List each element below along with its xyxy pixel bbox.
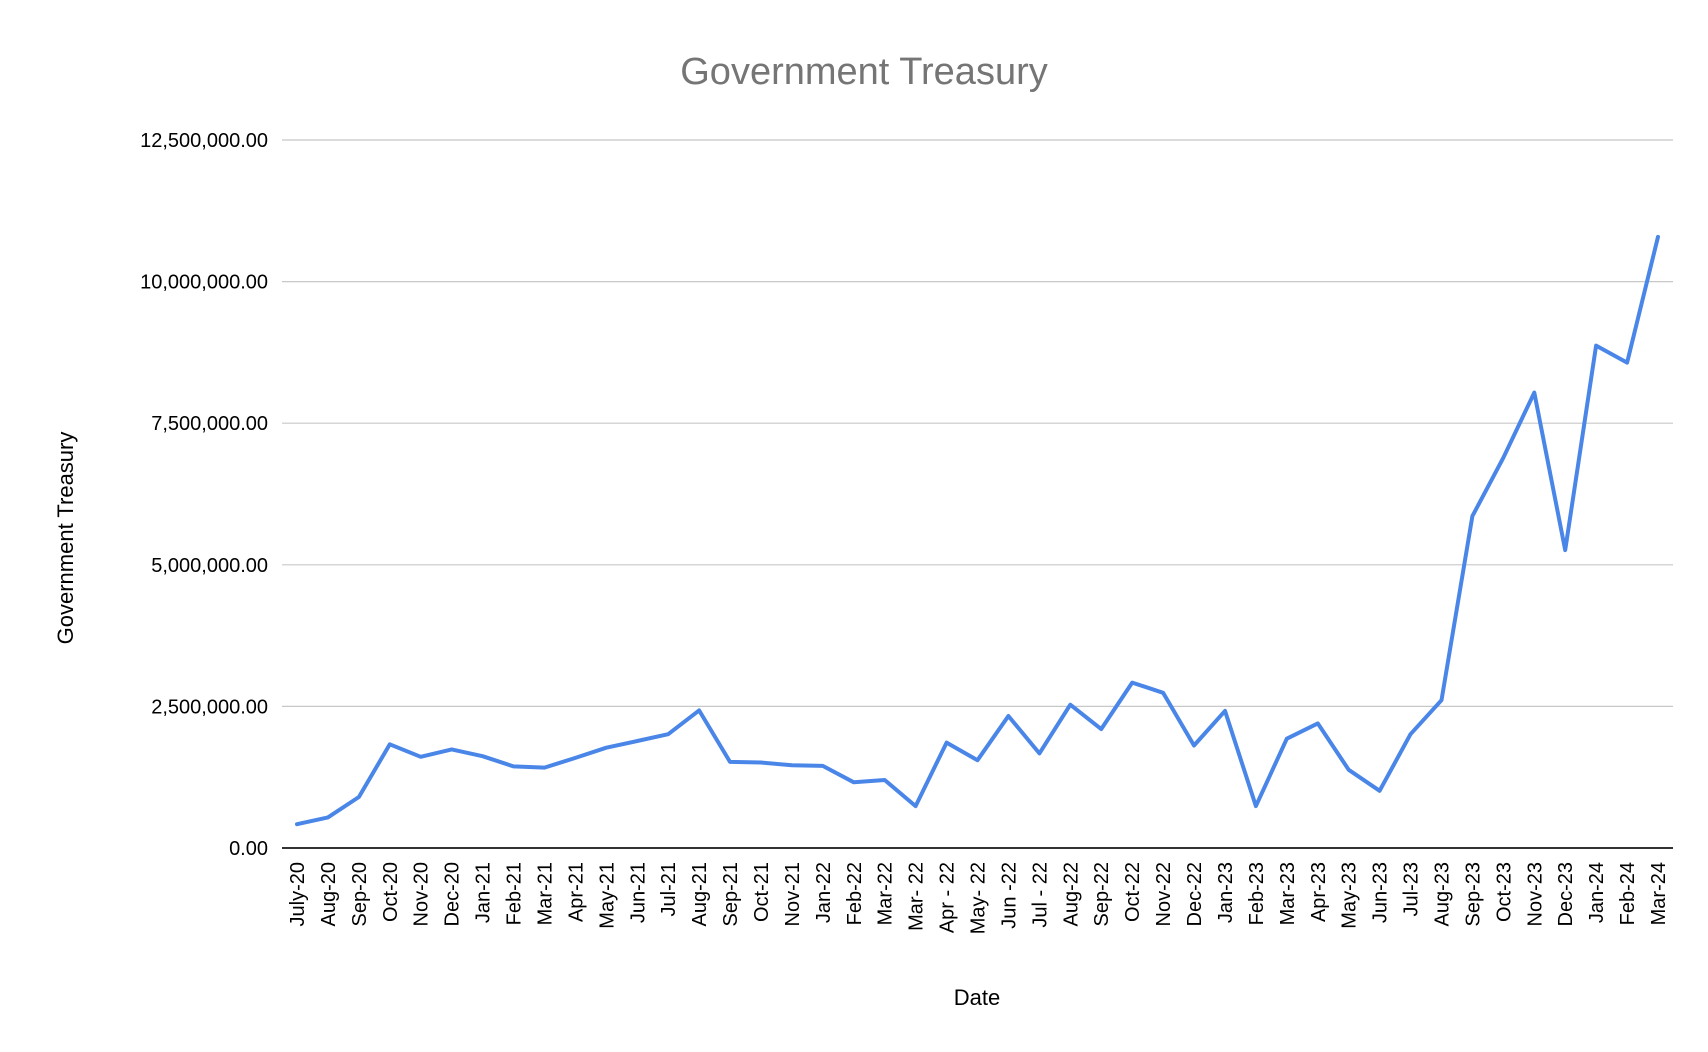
x-tick-label: Jun -22 xyxy=(998,862,1020,929)
y-tick-labels: 0.00 2,500,000.00 5,000,000.00 7,500,000.00… xyxy=(140,130,268,860)
x-tick-label: Oct-23 xyxy=(1493,862,1515,922)
x-tick-label: Nov-22 xyxy=(1153,862,1175,926)
x-tick-label: Jan-21 xyxy=(473,862,495,923)
x-tick-label: Jun-23 xyxy=(1370,862,1392,923)
x-tick-label: Feb-21 xyxy=(504,862,526,925)
x-tick-label: Jul - 22 xyxy=(1029,862,1051,928)
x-tick-label: Feb-22 xyxy=(844,862,866,925)
x-tick-label: Aug-22 xyxy=(1060,862,1082,927)
y-tick-label: 5,000,000.00 xyxy=(151,555,268,577)
y-tick-label: 10,000,000.00 xyxy=(140,272,268,294)
x-tick-label: Sep-22 xyxy=(1091,862,1113,927)
x-tick-label: Nov-23 xyxy=(1524,862,1546,926)
x-tick-label: Sep-20 xyxy=(349,862,371,927)
x-tick-label: Jan-23 xyxy=(1215,862,1237,923)
series-group xyxy=(295,234,1660,827)
x-tick-label: May- 22 xyxy=(968,862,990,934)
x-tick-label: Oct-20 xyxy=(380,862,402,922)
x-tick-label: Mar-24 xyxy=(1648,862,1670,925)
x-tick-label: Mar- 22 xyxy=(906,862,928,931)
x-tick-label: Aug-23 xyxy=(1431,862,1453,927)
y-axis-title: Government Treasury xyxy=(53,432,78,645)
x-tick-label: Apr-23 xyxy=(1308,862,1330,922)
x-tick-label: Sep-21 xyxy=(720,862,742,927)
x-tick-label: Mar-22 xyxy=(875,862,897,925)
y-tick-label: 0.00 xyxy=(229,838,268,860)
gridlines xyxy=(282,139,1673,708)
x-tick-label: Nov-20 xyxy=(411,862,433,926)
x-tick-label: May-23 xyxy=(1339,862,1361,929)
x-tick-label: Jun-21 xyxy=(627,862,649,923)
x-tick-label: Aug-21 xyxy=(689,862,711,927)
x-tick-label: Dec-23 xyxy=(1555,862,1577,926)
x-tick-labels: July-20 Aug-20 Sep-20 Oct-20 Nov-20 Dec-20 Jan… xyxy=(287,862,1670,934)
x-tick-label: Oct-22 xyxy=(1122,862,1144,922)
x-tick-label: Nov-21 xyxy=(782,862,804,926)
x-tick-label: Dec-22 xyxy=(1184,862,1206,926)
x-tick-label: Aug-20 xyxy=(318,862,340,927)
x-tick-label: Mar-21 xyxy=(534,862,556,925)
x-tick-label: Jan-22 xyxy=(813,862,835,923)
x-tick-label: Apr - 22 xyxy=(937,862,959,933)
x-tick-label: Jul-23 xyxy=(1401,862,1423,916)
x-tick-label: July-20 xyxy=(287,862,309,926)
y-tick-label: 2,500,000.00 xyxy=(151,696,268,718)
x-tick-label: Jul-21 xyxy=(658,862,680,916)
x-tick-label: Apr-21 xyxy=(565,862,587,922)
y-tick-label: 12,500,000.00 xyxy=(140,130,268,152)
x-tick-label: Jan-24 xyxy=(1586,862,1608,923)
x-tick-label: Oct-21 xyxy=(751,862,773,922)
chart-title: Government Treasury xyxy=(680,51,1047,93)
x-tick-label: Sep-23 xyxy=(1462,862,1484,927)
x-axis-title: Date xyxy=(954,985,1000,1010)
x-tick-label: Feb-23 xyxy=(1246,862,1268,925)
x-tick-label: Dec-20 xyxy=(442,862,464,926)
x-tick-label: Mar-23 xyxy=(1277,862,1299,925)
x-tick-label: Feb-24 xyxy=(1617,862,1639,925)
x-tick-label: May-21 xyxy=(596,862,618,929)
y-tick-label: 7,500,000.00 xyxy=(151,413,268,435)
series-line xyxy=(295,234,1660,827)
